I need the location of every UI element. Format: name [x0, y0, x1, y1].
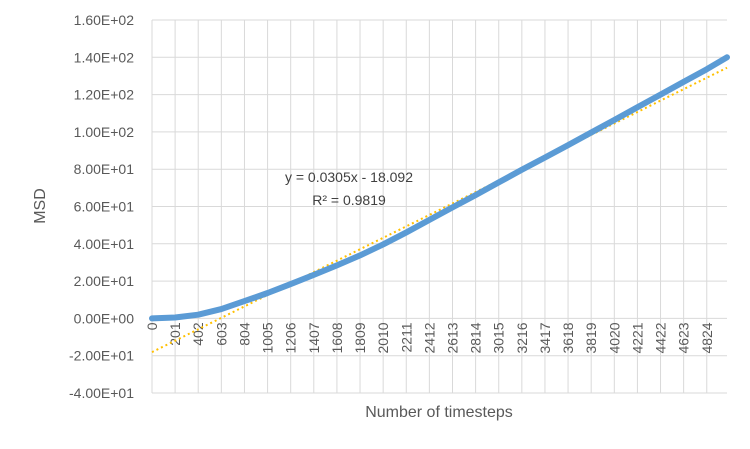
x-tick-label: 3819 — [583, 322, 599, 353]
y-tick-label: -2.00E+01 — [69, 348, 134, 364]
y-tick-label: 6.00E+01 — [74, 199, 135, 215]
x-tick-label: 4221 — [629, 322, 645, 353]
y-tick-label: 2.00E+01 — [74, 273, 135, 289]
msd-series-line — [149, 54, 730, 322]
x-tick-label: 3618 — [560, 322, 576, 353]
x-tick-label: 3216 — [514, 322, 530, 353]
x-tick-label: 4824 — [699, 322, 715, 353]
x-tick-label: 3417 — [537, 322, 553, 353]
y-tick-label: 4.00E+01 — [74, 236, 135, 252]
y-tick-label: 1.00E+02 — [74, 124, 135, 140]
y-tick-label: 1.40E+02 — [74, 49, 135, 65]
x-tick-label: 402 — [190, 322, 206, 346]
x-axis-title: Number of timesteps — [365, 404, 513, 421]
x-tick-label: 0 — [144, 322, 160, 330]
x-tick-label: 1206 — [283, 322, 299, 353]
trendline-equation: y = 0.0305x - 18.092 — [285, 169, 413, 185]
series-layer — [149, 54, 730, 354]
trendline-r-squared: R² = 0.9819 — [312, 192, 386, 208]
x-tick-label: 2010 — [375, 322, 391, 353]
y-axis-ticks: 1.60E+02 1.40E+02 1.20E+02 1.00E+02 8.00E+01… — [69, 12, 134, 401]
x-tick-label: 804 — [236, 322, 252, 346]
y-tick-label: 1.60E+02 — [74, 12, 135, 28]
x-tick-label: 201 — [167, 322, 183, 346]
x-tick-label: 4020 — [606, 322, 622, 353]
x-tick-label: 2412 — [421, 322, 437, 353]
y-tick-label: 0.00E+00 — [74, 310, 135, 326]
y-axis-title: MSD — [32, 188, 49, 224]
x-axis-ticks: 0 201 402 603 804 1005 1206 1407 1608 1809 2010 221… — [144, 322, 715, 353]
x-tick-label: 2814 — [468, 322, 484, 353]
x-tick-label: 1407 — [306, 322, 322, 353]
x-tick-label: 1809 — [352, 322, 368, 353]
y-tick-label: 8.00E+01 — [74, 161, 135, 177]
x-tick-label: 2613 — [444, 322, 460, 353]
y-tick-label: 1.20E+02 — [74, 87, 135, 103]
y-tick-label: -4.00E+01 — [69, 385, 134, 401]
x-tick-label: 1608 — [329, 322, 345, 353]
x-tick-label: 4623 — [676, 322, 692, 353]
x-tick-label: 4422 — [653, 322, 669, 353]
x-tick-label: 2211 — [398, 322, 414, 352]
x-tick-label: 1005 — [260, 322, 276, 353]
x-tick-label: 603 — [213, 322, 229, 346]
x-tick-label: 3015 — [491, 322, 507, 353]
trendline — [151, 66, 728, 354]
